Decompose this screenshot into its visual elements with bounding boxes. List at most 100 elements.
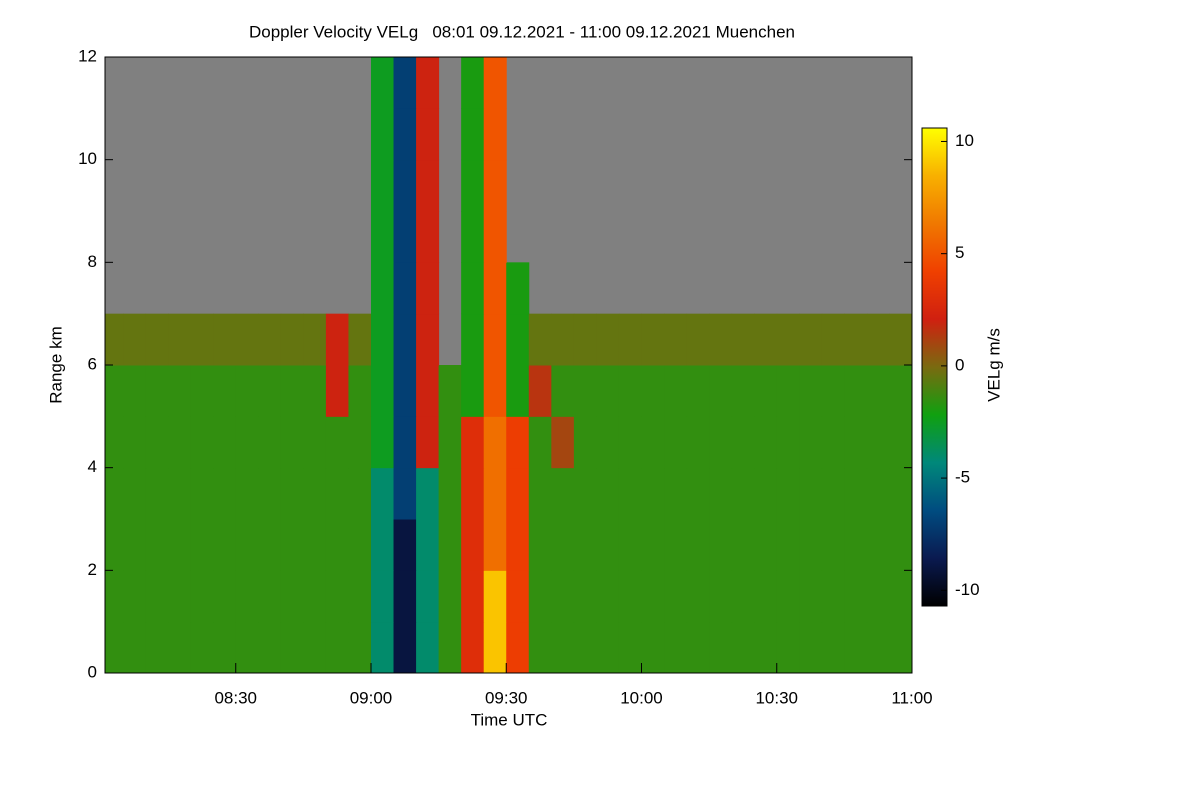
heatmap-cell <box>641 467 665 520</box>
heatmap-cell <box>709 313 733 366</box>
heatmap-cell <box>105 313 124 366</box>
heatmap-cell <box>258 519 282 571</box>
heatmap-cell <box>438 621 462 673</box>
heatmap-cell <box>416 313 440 366</box>
heatmap-cell <box>123 467 147 520</box>
heatmap-cell <box>483 416 507 469</box>
heatmap-cell <box>213 467 237 520</box>
heatmap-cell <box>573 313 597 366</box>
heatmap-cell <box>664 621 688 673</box>
heatmap-cell <box>303 519 327 571</box>
heatmap-cell <box>416 159 440 212</box>
heatmap-cell <box>483 211 507 263</box>
heatmap-cell <box>889 365 912 417</box>
heatmap-cell <box>776 570 800 623</box>
heatmap-cell <box>664 416 688 469</box>
heatmap-cell <box>776 416 800 469</box>
heatmap-cell <box>686 365 710 417</box>
heatmap-cell <box>709 570 733 623</box>
heatmap-cell <box>325 313 349 366</box>
heatmap-cell <box>483 57 507 109</box>
heatmap-cell <box>461 108 485 161</box>
heatmap-cell <box>731 416 755 469</box>
heatmap-cell <box>483 621 507 673</box>
heatmap-cell <box>370 108 395 161</box>
heatmap-cell <box>889 519 912 571</box>
heatmap-cell <box>844 621 868 673</box>
y-tick-label: 8 <box>88 252 97 271</box>
heatmap-cell <box>596 416 620 469</box>
heatmap-cell <box>303 313 327 366</box>
heatmap-cell <box>573 570 597 623</box>
heatmap-cell <box>393 57 417 109</box>
heatmap-cell <box>393 365 417 417</box>
heatmap-cell <box>105 570 124 623</box>
x-tick-label: 08:30 <box>214 688 257 707</box>
heatmap <box>105 57 912 673</box>
heatmap-cell <box>438 416 462 469</box>
heatmap-cell <box>438 519 462 571</box>
heatmap-cell <box>506 570 530 623</box>
heatmap-cell <box>105 416 124 469</box>
heatmap-cell <box>754 621 778 673</box>
heatmap-cell <box>461 211 485 263</box>
heatmap-cell <box>370 467 395 520</box>
heatmap-cell <box>348 621 372 673</box>
heatmap-cell <box>105 621 124 673</box>
heatmap-cell <box>325 416 349 469</box>
heatmap-cell <box>528 621 552 673</box>
heatmap-cell <box>776 365 800 417</box>
heatmap-cell <box>168 467 192 520</box>
heatmap-cell <box>866 467 890 520</box>
heatmap-cell <box>844 416 868 469</box>
heatmap-cell <box>709 467 733 520</box>
heatmap-cell <box>844 519 868 571</box>
heatmap-cell <box>528 467 552 520</box>
heatmap-cell <box>461 570 485 623</box>
heatmap-cell <box>190 519 214 571</box>
heatmap-cell <box>866 621 890 673</box>
heatmap-cell <box>370 57 395 109</box>
heatmap-cell <box>325 570 349 623</box>
heatmap-cell <box>123 621 147 673</box>
heatmap-cell <box>618 519 642 571</box>
heatmap-cell <box>370 262 395 315</box>
heatmap-cell <box>416 108 440 161</box>
heatmap-cell <box>799 467 823 520</box>
heatmap-cell <box>370 159 395 212</box>
heatmap-cell <box>393 108 417 161</box>
heatmap-cell <box>776 519 800 571</box>
heatmap-cell <box>664 467 688 520</box>
heatmap-cell <box>821 416 845 469</box>
heatmap-cell <box>821 467 845 520</box>
heatmap-cell <box>168 365 192 417</box>
heatmap-cell <box>416 365 440 417</box>
heatmap-cell <box>393 159 417 212</box>
heatmap-cell <box>190 365 214 417</box>
heatmap-cell <box>235 365 259 417</box>
heatmap-cell <box>393 570 417 623</box>
heatmap-cell <box>370 365 395 417</box>
heatmap-cell <box>641 313 665 366</box>
heatmap-cell <box>461 159 485 212</box>
heatmap-cell <box>235 621 259 673</box>
heatmap-cell <box>235 570 259 623</box>
heatmap-cell <box>483 313 507 366</box>
heatmap-cell <box>123 416 147 469</box>
heatmap-cell <box>438 570 462 623</box>
heatmap-cell <box>799 313 823 366</box>
heatmap-cell <box>325 621 349 673</box>
heatmap-cell <box>528 519 552 571</box>
heatmap-cell <box>483 467 507 520</box>
heatmap-cell <box>844 467 868 520</box>
heatmap-cell <box>483 570 507 623</box>
heatmap-cell <box>596 519 620 571</box>
heatmap-cell <box>370 621 395 673</box>
heatmap-cell <box>325 365 349 417</box>
x-tick-label: 11:00 <box>891 688 932 707</box>
heatmap-cell <box>573 365 597 417</box>
heatmap-cell <box>596 467 620 520</box>
heatmap-cell <box>461 57 485 109</box>
heatmap-cell <box>303 365 327 417</box>
heatmap-cell <box>506 519 530 571</box>
